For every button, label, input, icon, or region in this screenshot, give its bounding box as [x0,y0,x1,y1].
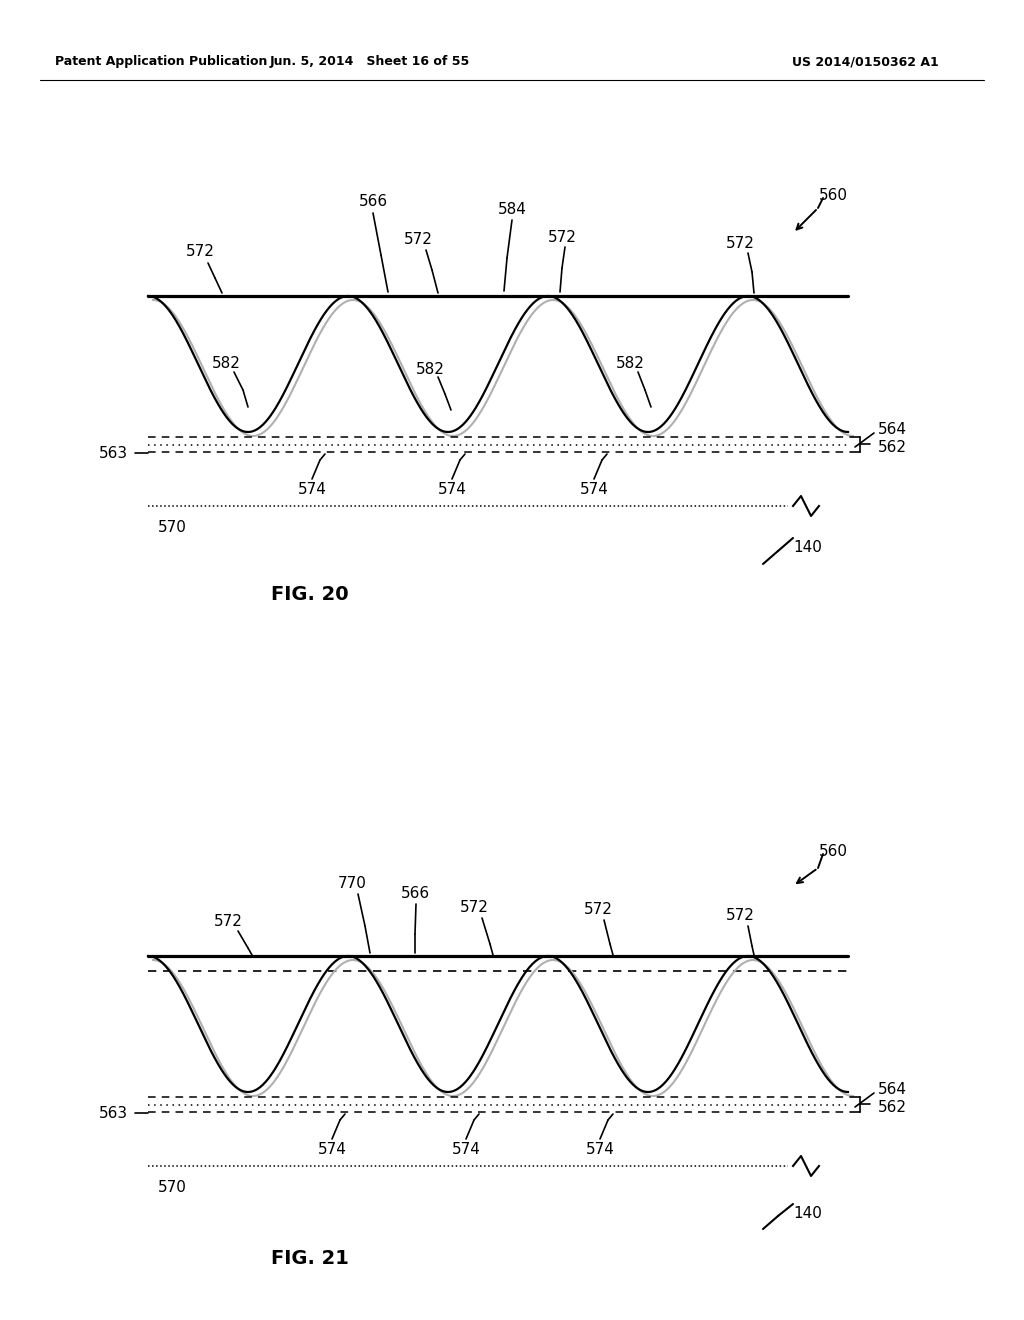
Text: 582: 582 [615,356,644,371]
Text: 562: 562 [878,1100,907,1114]
Text: 572: 572 [185,244,214,260]
Text: 566: 566 [358,194,387,210]
Text: 140: 140 [794,1206,822,1221]
Text: 582: 582 [212,356,241,371]
Text: 574: 574 [452,1143,480,1158]
Text: 572: 572 [584,903,612,917]
Text: 140: 140 [794,540,822,556]
Text: 563: 563 [99,1106,128,1121]
Text: 566: 566 [400,887,429,902]
Text: 572: 572 [726,908,755,924]
Text: US 2014/0150362 A1: US 2014/0150362 A1 [792,55,938,69]
Text: 770: 770 [338,876,367,891]
Text: 570: 570 [158,1180,186,1196]
Text: 572: 572 [460,900,488,916]
Text: 584: 584 [498,202,526,218]
Text: 564: 564 [878,422,907,437]
Text: 574: 574 [298,483,327,498]
Text: 560: 560 [818,187,848,202]
Text: 572: 572 [726,235,755,251]
Text: 582: 582 [416,362,444,376]
Text: FIG. 21: FIG. 21 [271,1249,349,1267]
Text: 574: 574 [580,483,608,498]
Text: 574: 574 [586,1143,614,1158]
Text: 572: 572 [214,913,243,928]
Text: 574: 574 [317,1143,346,1158]
Text: 560: 560 [818,843,848,858]
Text: FIG. 20: FIG. 20 [271,585,349,603]
Text: Patent Application Publication: Patent Application Publication [55,55,267,69]
Text: 562: 562 [878,440,907,454]
Text: 572: 572 [548,230,577,244]
Text: 564: 564 [878,1082,907,1097]
Text: 574: 574 [437,483,467,498]
Text: Jun. 5, 2014   Sheet 16 of 55: Jun. 5, 2014 Sheet 16 of 55 [270,55,470,69]
Text: 570: 570 [158,520,186,536]
Text: 563: 563 [99,446,128,461]
Text: 572: 572 [403,232,432,248]
